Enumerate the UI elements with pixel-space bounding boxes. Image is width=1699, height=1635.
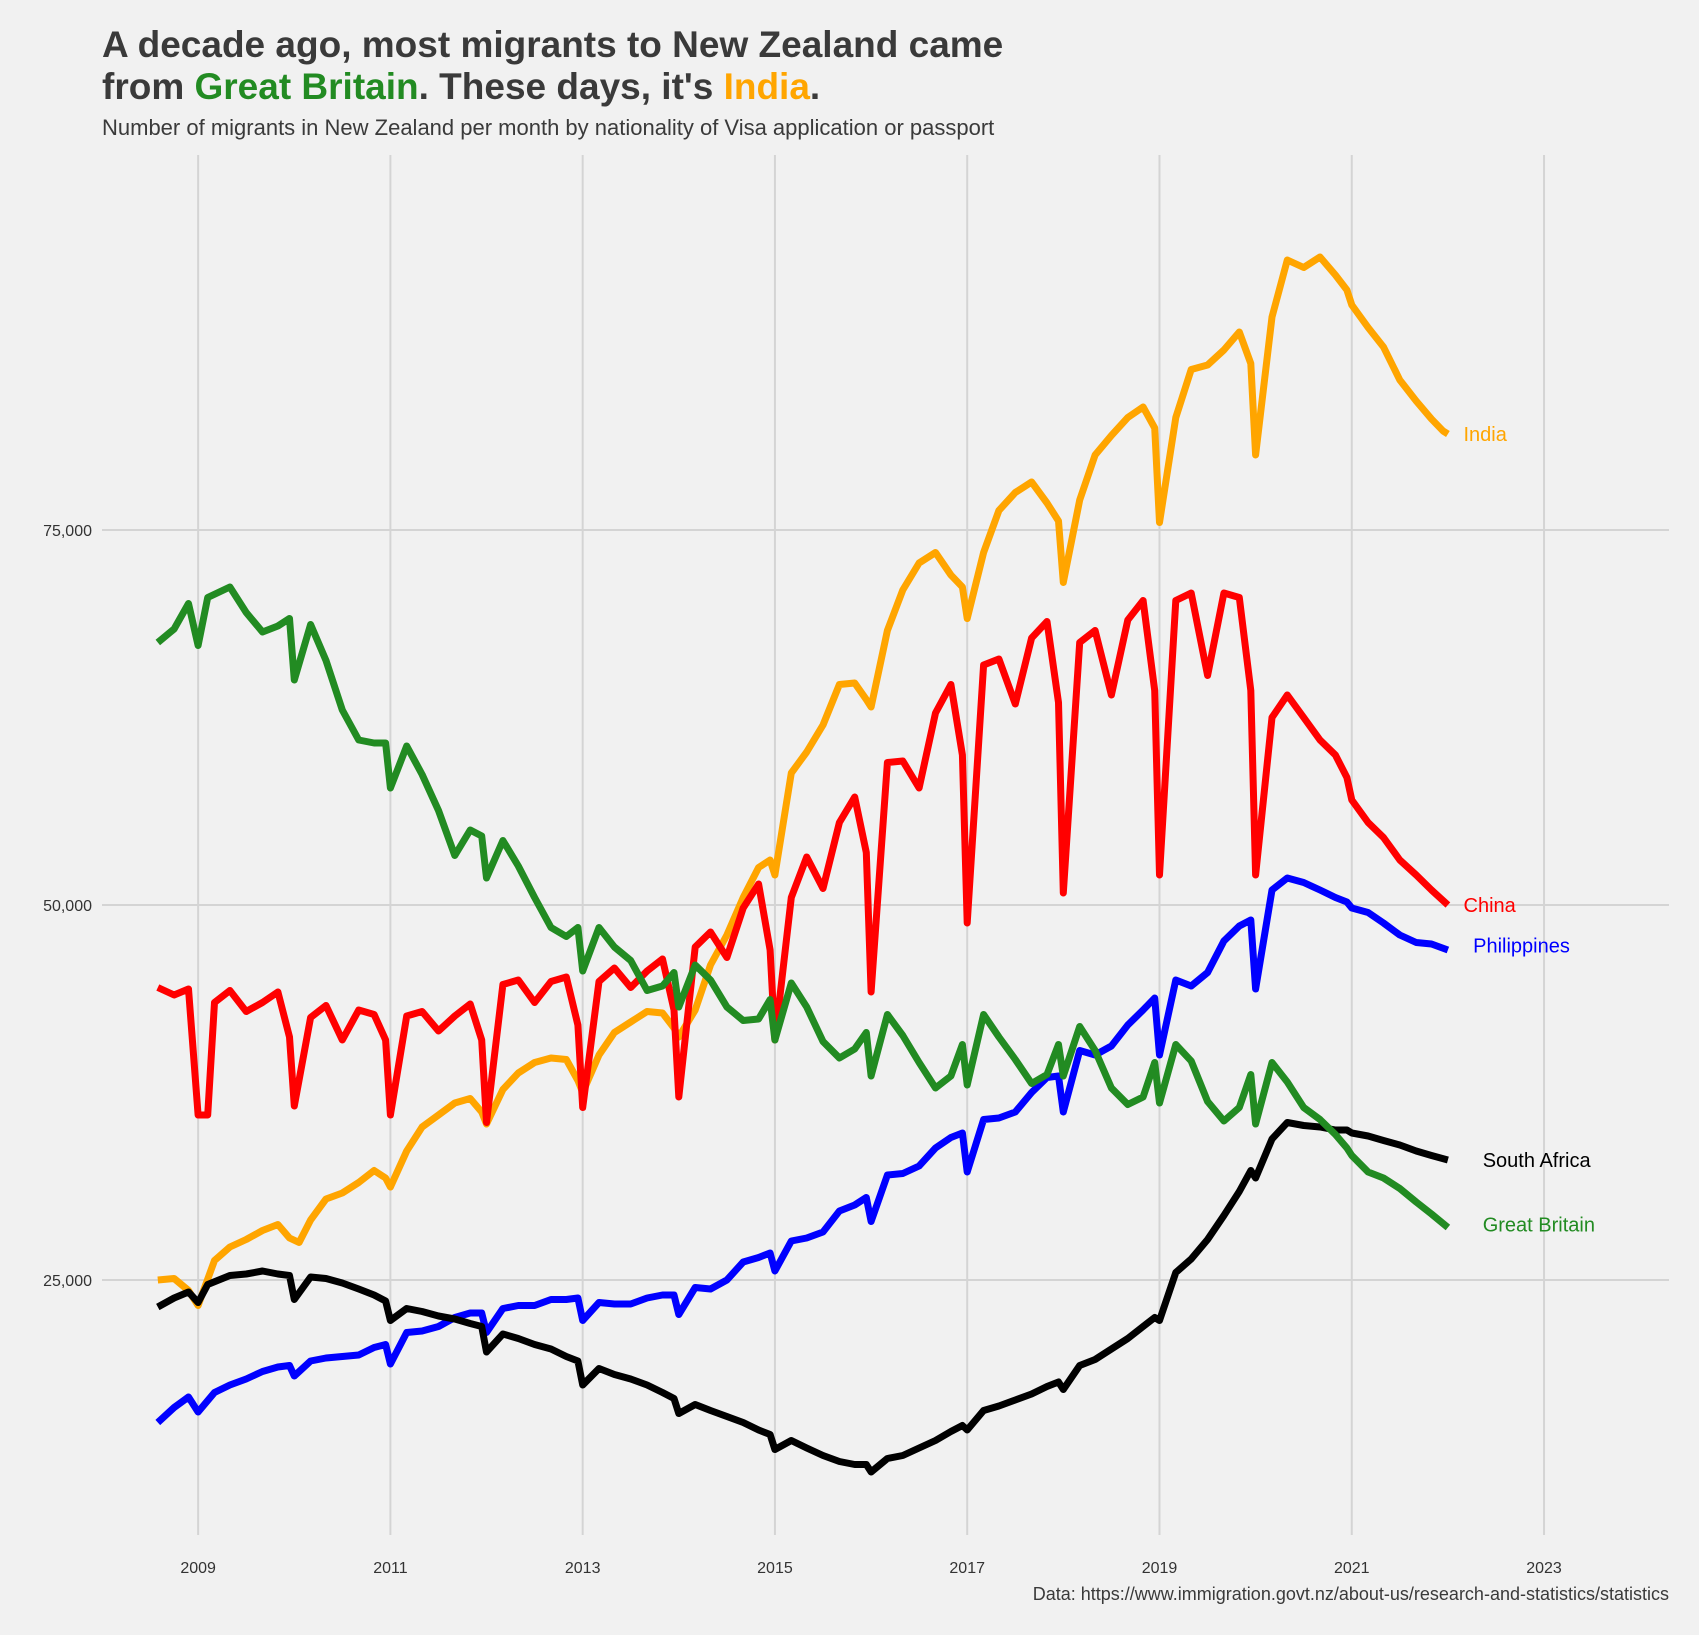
x-tick-label: 2013: [565, 1560, 601, 1577]
chart-title: A decade ago, most migrants to New Zeala…: [102, 24, 1003, 108]
series-end-labels: India China Philippines South Africa Great B…: [1464, 424, 1595, 1237]
title-india: India: [723, 66, 810, 107]
series-line-philippines: [155, 874, 1450, 1426]
title-mid: . These days, it's: [418, 66, 724, 107]
grid-lines: [102, 155, 1669, 1535]
data-source-caption: Data: https://www.immigration.govt.nz/ab…: [1032, 1584, 1669, 1604]
x-tick-label: 2023: [1526, 1560, 1562, 1577]
y-tick-label: 75,000: [43, 523, 92, 540]
end-label-philippines: Philippines: [1473, 936, 1570, 958]
x-tick-label: 2019: [1142, 1560, 1178, 1577]
end-label-south-africa: South Africa: [1483, 1150, 1592, 1172]
end-label-india: India: [1464, 424, 1508, 446]
series-lines: [155, 253, 1451, 1476]
title-from: from: [102, 66, 195, 107]
x-tick-label: 2017: [949, 1560, 985, 1577]
y-tick-label: 50,000: [43, 898, 92, 915]
end-label-great-britain: Great Britain: [1483, 1215, 1595, 1237]
x-tick-label: 2009: [180, 1560, 216, 1577]
title-end: .: [809, 66, 821, 107]
end-label-china: China: [1464, 895, 1517, 917]
series-line-south-africa: [156, 1119, 1449, 1476]
x-tick-label: 2021: [1334, 1560, 1370, 1577]
series-line-great-britain: [155, 583, 1451, 1231]
axis-labels: 2009 2011 2013 2015 2017 2019 2021 2023 25,000 50…: [43, 523, 1562, 1577]
chart-subtitle: Number of migrants in New Zealand per mo…: [102, 115, 995, 140]
x-tick-label: 2011: [373, 1560, 408, 1577]
series-line-china: [156, 589, 1451, 1126]
y-tick-label: 25,000: [43, 1273, 92, 1290]
title-line-1: A decade ago, most migrants to New Zeala…: [102, 24, 1004, 65]
x-tick-label: 2015: [757, 1560, 793, 1577]
series-line-india: [157, 253, 1450, 1309]
title-great-britain: Great Britain: [194, 66, 419, 107]
